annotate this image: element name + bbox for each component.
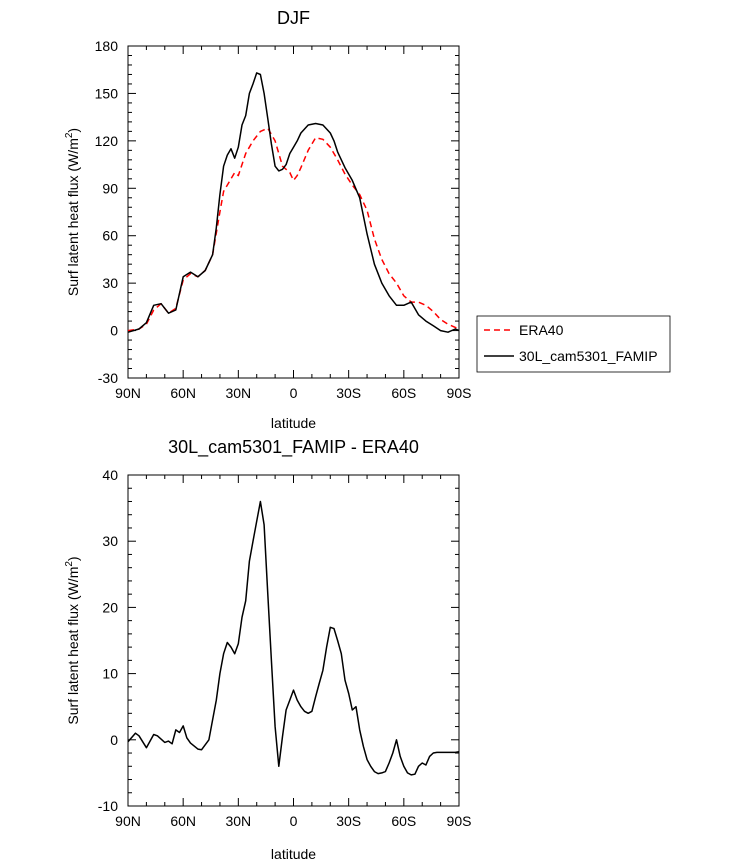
x-axis-label: latitude xyxy=(271,415,316,431)
x-tick-label: 90N xyxy=(115,813,141,829)
bottom-chart-panel: 30L_cam5301_FAMIP - ERA40 -10 0 10 20 30 40 90N… xyxy=(64,437,471,862)
y-tick-label: -10 xyxy=(98,798,118,814)
plot-frame xyxy=(127,45,460,379)
y-tick-label: 0 xyxy=(110,732,118,748)
y-tick-label: 120 xyxy=(95,133,119,149)
legend-label-era40: ERA40 xyxy=(519,322,564,338)
y-tick-label: 30 xyxy=(102,275,118,291)
x-tick-label: 90N xyxy=(115,385,141,401)
y-tick-label: 150 xyxy=(95,85,119,101)
legend: ERA40 30L_cam5301_FAMIP xyxy=(476,315,671,373)
y-tick-label: 180 xyxy=(95,38,119,54)
x-axis-label: latitude xyxy=(271,846,316,862)
x-tick-label: 90S xyxy=(447,385,472,401)
x-tick-label: 30S xyxy=(336,813,361,829)
y-tick-label: 90 xyxy=(102,180,118,196)
y-tick-label: 60 xyxy=(102,228,118,244)
series-line-era40 xyxy=(127,127,460,332)
y-tick-label: 40 xyxy=(102,467,118,483)
x-tick-label: 60S xyxy=(391,813,416,829)
y-axis-label: Surf latent heat flux (W/m2) xyxy=(64,556,81,724)
plot-frame xyxy=(127,474,460,807)
x-tick-label: 30N xyxy=(225,813,251,829)
top-chart-panel: DJF -30 0 30 60 90 120 150 180 90N 60N 30N 0 30S 60S 90… xyxy=(64,8,471,431)
y-tick-label: 10 xyxy=(102,666,118,682)
y-axis-label: Surf latent heat flux (W/m2) xyxy=(64,128,81,296)
x-tick-label: 60N xyxy=(170,385,196,401)
series-line-diff xyxy=(127,500,460,776)
x-tick-label: 0 xyxy=(290,813,298,829)
y-tick-label: 0 xyxy=(110,323,118,339)
legend-label-famip: 30L_cam5301_FAMIP xyxy=(519,348,658,364)
y-tick-label: 20 xyxy=(102,599,118,615)
x-tick-label: 30S xyxy=(336,385,361,401)
legend-box xyxy=(476,315,671,373)
x-tick-label: 30N xyxy=(225,385,251,401)
y-tick-label: 30 xyxy=(102,533,118,549)
x-tick-label: 90S xyxy=(447,813,472,829)
y-tick-label: -30 xyxy=(98,370,118,386)
series-line-30l-cam5301-famip xyxy=(127,72,460,333)
chart-title: 30L_cam5301_FAMIP - ERA40 xyxy=(168,437,419,458)
x-tick-label: 60N xyxy=(170,813,196,829)
x-tick-label: 60S xyxy=(391,385,416,401)
chart-title: DJF xyxy=(277,8,310,28)
x-tick-label: 0 xyxy=(290,385,298,401)
